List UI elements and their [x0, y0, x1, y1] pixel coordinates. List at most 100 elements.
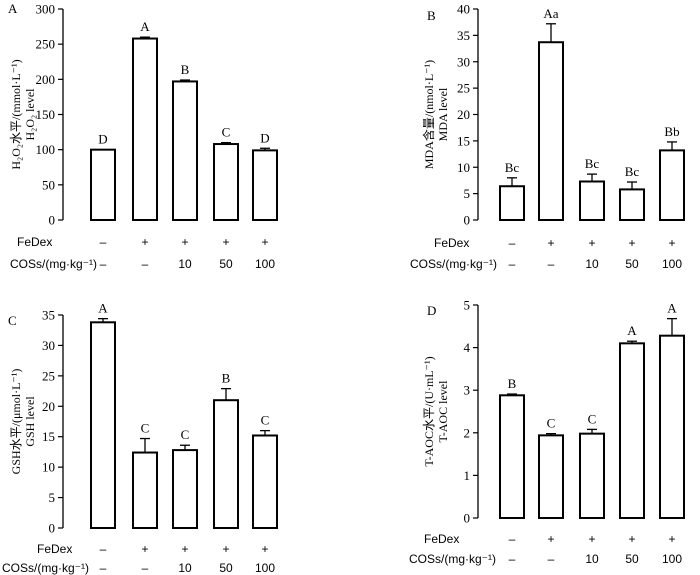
bar — [499, 394, 525, 520]
coss-value: 10 — [178, 561, 192, 575]
y-tick-label: 1 — [464, 468, 471, 483]
bar — [90, 148, 116, 222]
fedex-value: + — [261, 235, 268, 249]
y-tick-label: 250 — [36, 37, 56, 52]
y-tick-label: 0 — [464, 511, 471, 526]
bar — [579, 432, 605, 520]
significance-letter: D — [98, 132, 107, 147]
coss-row-label: COSs/(mg·kg⁻¹) — [10, 257, 97, 271]
coss-value: – — [142, 257, 149, 271]
y-axis-title-line2: MDA level — [436, 87, 450, 141]
bar — [659, 149, 685, 221]
y-tick-label: 40 — [457, 2, 470, 17]
fedex-value: – — [509, 532, 516, 546]
y-tick-label: 15 — [42, 429, 55, 444]
fedex-row-label: FeDex — [37, 542, 72, 556]
y-tick-label: 50 — [42, 177, 55, 192]
significance-letter: Bc — [505, 160, 520, 175]
y-tick-label: 300 — [36, 2, 56, 17]
y-tick-label: 25 — [42, 368, 55, 383]
significance-letter: D — [260, 130, 269, 145]
bar — [619, 342, 645, 519]
bar — [213, 399, 239, 530]
y-tick-label: 5 — [464, 298, 471, 313]
y-tick-label: 100 — [36, 142, 56, 157]
coss-value: – — [509, 552, 516, 566]
significance-letter: Bc — [585, 156, 600, 171]
panel-label: A — [8, 1, 18, 16]
bar — [659, 334, 685, 519]
coss-value: 10 — [585, 552, 599, 566]
significance-letter: A — [667, 301, 677, 316]
significance-letter: C — [588, 411, 597, 426]
y-axis-title-line2: GSH level — [23, 396, 37, 447]
y-tick-label: 0 — [464, 213, 471, 228]
fedex-value: + — [588, 532, 595, 546]
y-axis-title-line1: MDA含量/(nmol·L⁻¹) — [421, 60, 436, 169]
significance-letter: C — [222, 125, 231, 140]
y-tick-label: 20 — [42, 399, 55, 414]
bar — [132, 37, 158, 222]
fedex-row-label: FeDex — [424, 532, 459, 546]
y-tick-label: 35 — [42, 308, 55, 323]
bar — [499, 185, 525, 222]
bar — [90, 321, 116, 529]
coss-value: 50 — [219, 257, 233, 271]
fedex-value: + — [628, 532, 635, 546]
y-tick-label: 25 — [457, 81, 470, 96]
fedex-value: + — [141, 542, 148, 556]
coss-value: – — [100, 257, 107, 271]
significance-letter: C — [261, 413, 270, 428]
coss-value: 100 — [255, 257, 275, 271]
coss-value: 10 — [178, 257, 192, 271]
fedex-value: + — [181, 542, 188, 556]
significance-letter: Aa — [543, 6, 558, 21]
fedex-value: + — [222, 235, 229, 249]
y-axis-title-line2: T-AOC level — [436, 380, 450, 443]
fedex-value: + — [181, 235, 188, 249]
coss-value: 50 — [219, 561, 233, 575]
fedex-value: + — [261, 542, 268, 556]
y-axis-title-line2: H₂O₂ level — [23, 88, 37, 141]
coss-value: – — [142, 561, 149, 575]
fedex-row-label: FeDex — [434, 236, 469, 250]
fedex-value: – — [100, 235, 107, 249]
bar — [619, 188, 645, 221]
chart-panel-c: C 0 5 10 15 20 25 30 35 GSH水平/(μmol·L⁻¹) GSH level… — [2, 301, 278, 575]
coss-value: – — [548, 552, 555, 566]
y-tick-label: 3 — [464, 383, 471, 398]
y-tick-label: 30 — [457, 54, 470, 69]
coss-value: – — [548, 257, 555, 271]
significance-letter: A — [98, 301, 108, 316]
bar — [172, 80, 198, 222]
fedex-value: – — [100, 542, 107, 556]
y-axis-title-line1: GSH水平/(μmol·L⁻¹) — [9, 369, 23, 475]
bar — [538, 41, 564, 221]
coss-value: – — [100, 561, 107, 575]
fedex-value: + — [141, 235, 148, 249]
fedex-value: + — [668, 532, 675, 546]
fedex-value: + — [222, 542, 229, 556]
bar — [579, 180, 605, 221]
coss-row-label: COSs/(mg·kg⁻¹) — [409, 552, 496, 566]
significance-letter: C — [181, 427, 190, 442]
y-tick-label: 5 — [49, 490, 56, 505]
panel-label: B — [427, 8, 436, 23]
significance-letter: Bb — [664, 124, 679, 139]
y-tick-label: 35 — [457, 28, 470, 43]
coss-value: 50 — [625, 552, 639, 566]
fedex-row-label: FeDex — [17, 235, 52, 249]
y-tick-label: 15 — [457, 133, 470, 148]
y-tick-label: 4 — [464, 340, 471, 355]
fedex-value: + — [547, 532, 554, 546]
significance-letter: Bc — [625, 164, 640, 179]
chart-panel-a: A 0 50 100 150 200 250 300 H₂O₂水平/(mmol·L⁻¹) H₂O₂… — [8, 1, 278, 271]
y-tick-label: 0 — [49, 521, 56, 536]
y-tick-label: 10 — [457, 160, 470, 175]
bar — [252, 434, 278, 529]
coss-value: 100 — [662, 257, 682, 271]
significance-letter: B — [181, 62, 190, 77]
coss-row-label: COSs/(mg·kg⁻¹) — [410, 257, 497, 271]
significance-letter: C — [141, 421, 150, 436]
